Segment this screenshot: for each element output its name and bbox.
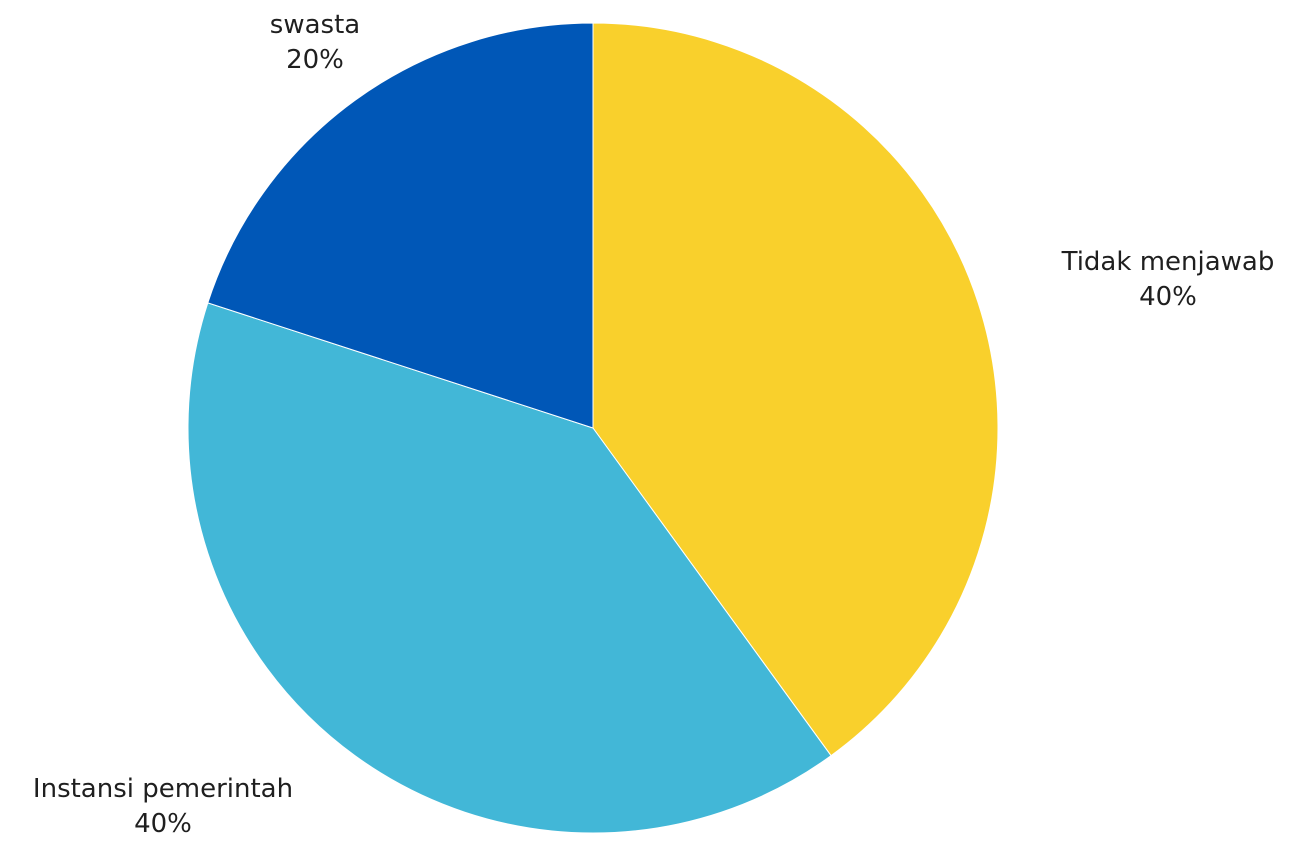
slice-label-instansi-pemerintah: Instansi pemerintah 40% <box>0 772 326 842</box>
slice-label-percent: 40% <box>134 809 192 839</box>
slice-label-name: Instansi pemerintah <box>32 774 294 804</box>
slice-label-swasta: swasta 20% <box>212 8 418 78</box>
slice-label-tidak-menjawab: Tidak menjawab 40% <box>1040 245 1296 315</box>
pie-slice-instansi-pemerintah <box>187 302 832 834</box>
pie-slice-swasta <box>207 22 594 429</box>
slice-label-percent: 20% <box>286 45 344 75</box>
slice-label-name: Tidak menjawab <box>1061 247 1275 277</box>
slice-label-name: swasta <box>269 10 361 40</box>
pie-slice-tidak-menjawab <box>592 22 999 757</box>
slice-label-percent: 40% <box>1139 282 1197 312</box>
